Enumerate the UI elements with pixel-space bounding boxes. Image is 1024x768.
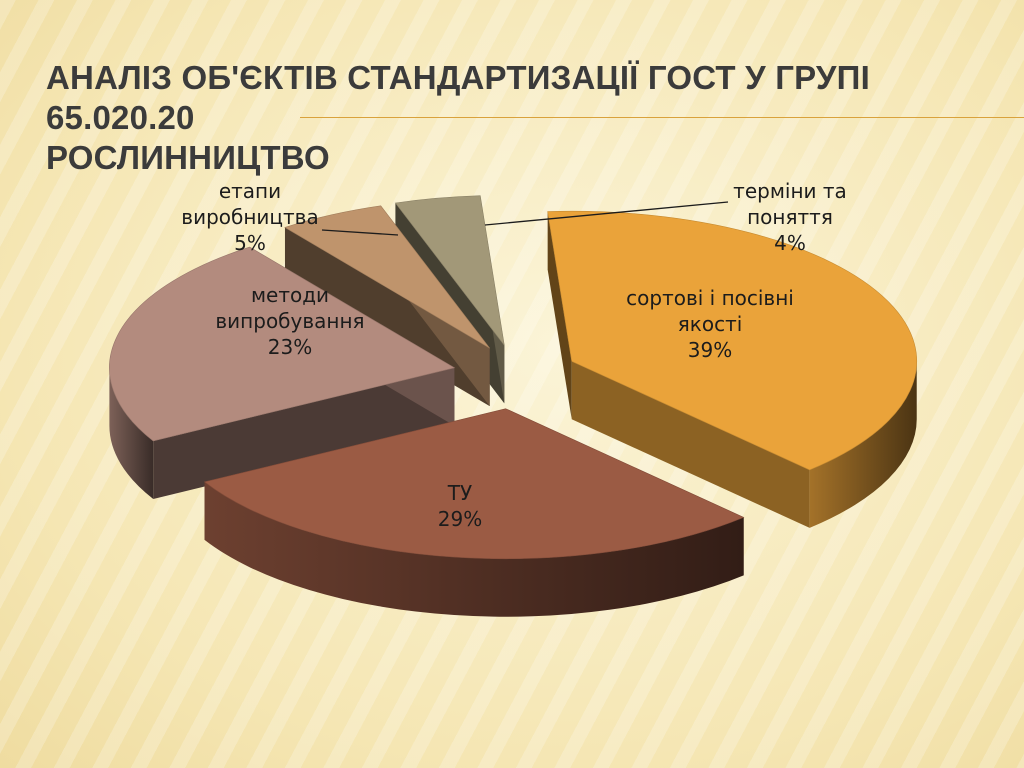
pie-slice-top [109, 246, 456, 442]
pie-slice-1 [203, 408, 745, 617]
slide-title-line-1: Аналіз об'єктів стандартизації ГОСТ у гр… [46, 59, 870, 136]
pie-slice-top [284, 205, 490, 349]
slice-label-3: етапи виробництва 5% [181, 179, 318, 255]
pie-slice-wall [204, 481, 744, 617]
pie-slice-side [571, 361, 810, 528]
pie-slice-0 [547, 210, 918, 528]
leader-line-3 [321, 229, 399, 236]
leader-line-4 [484, 201, 729, 226]
slice-label-1: ТУ 29% [438, 481, 482, 531]
title-divider [300, 117, 1024, 118]
slice-label-2: методи випробування 23% [215, 283, 364, 359]
slice-label-0: сортові і посівні якості 39% [626, 286, 794, 362]
pie-slice-wall [809, 361, 917, 528]
pie-slice-side [153, 367, 455, 499]
slide-title-line-2: Рослинництво [46, 139, 330, 176]
pie-slice-2 [109, 246, 456, 499]
pie-slice-top [394, 195, 505, 346]
slide-title: Аналіз об'єктів стандартизації ГОСТ у гр… [46, 58, 1006, 178]
pie-slice-wall [109, 367, 154, 499]
pie-slice-side [547, 211, 572, 420]
pie-slice-top [203, 408, 745, 560]
pie-slice-top [547, 210, 918, 471]
slice-label-4: терміни та поняття 4% [733, 179, 847, 255]
